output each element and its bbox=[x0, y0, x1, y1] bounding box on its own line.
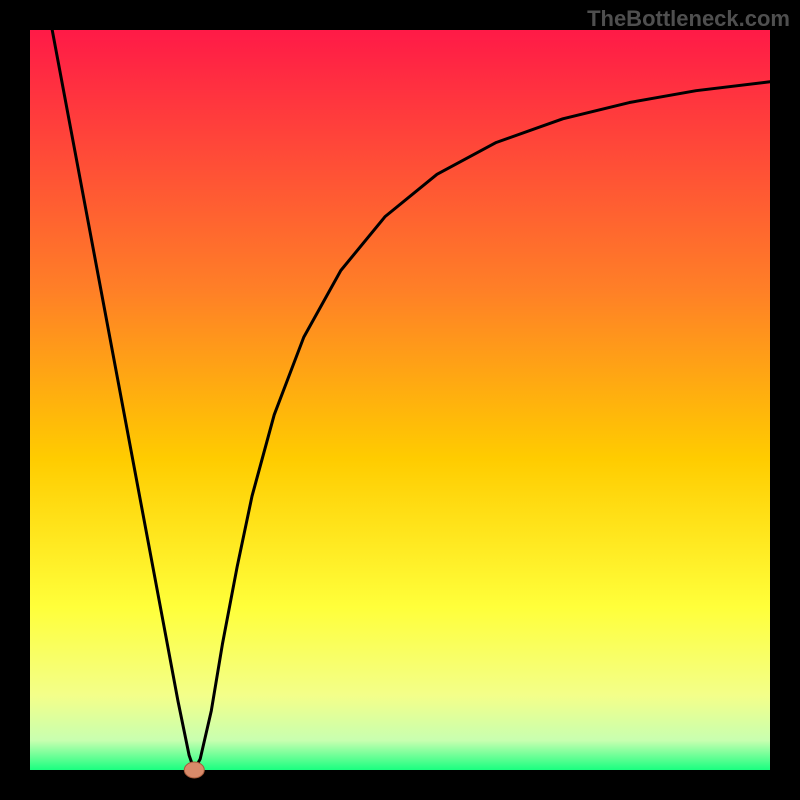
watermark-text: TheBottleneck.com bbox=[587, 6, 790, 32]
bottleneck-chart bbox=[0, 0, 800, 800]
plot-area bbox=[30, 30, 770, 770]
chart-container: { "watermark": { "text": "TheBottleneck.… bbox=[0, 0, 800, 800]
min-point-marker bbox=[184, 762, 204, 778]
